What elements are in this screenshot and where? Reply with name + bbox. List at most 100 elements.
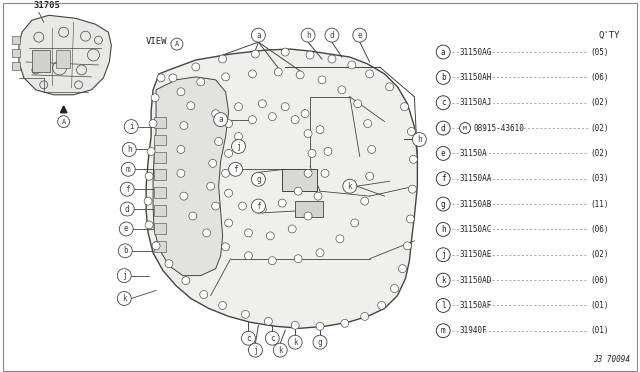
Circle shape	[248, 116, 257, 124]
FancyBboxPatch shape	[154, 169, 166, 180]
Circle shape	[180, 192, 188, 200]
Circle shape	[273, 343, 287, 357]
FancyBboxPatch shape	[295, 201, 323, 217]
Circle shape	[316, 322, 324, 330]
Circle shape	[212, 202, 220, 210]
Circle shape	[266, 331, 279, 345]
Circle shape	[232, 140, 246, 153]
Circle shape	[151, 94, 159, 102]
Circle shape	[241, 331, 255, 345]
Text: 31940F: 31940F	[459, 326, 487, 335]
Circle shape	[225, 189, 232, 197]
Text: k: k	[441, 276, 445, 285]
Circle shape	[234, 132, 243, 141]
Circle shape	[241, 310, 250, 318]
Text: 31150AE: 31150AE	[459, 250, 492, 259]
Polygon shape	[19, 15, 111, 95]
Circle shape	[436, 172, 450, 186]
Circle shape	[436, 197, 450, 211]
Circle shape	[219, 301, 227, 310]
Circle shape	[225, 219, 232, 227]
Circle shape	[436, 248, 450, 262]
Text: 31150AH: 31150AH	[459, 73, 492, 82]
Text: J3 70094: J3 70094	[593, 355, 630, 364]
Polygon shape	[146, 49, 417, 328]
Circle shape	[259, 205, 266, 213]
Circle shape	[221, 169, 230, 177]
Circle shape	[207, 182, 214, 190]
Circle shape	[353, 28, 367, 42]
Circle shape	[351, 219, 359, 227]
Circle shape	[149, 120, 157, 128]
Circle shape	[408, 128, 415, 135]
Circle shape	[365, 70, 374, 78]
Circle shape	[252, 199, 266, 213]
Text: A: A	[175, 41, 179, 47]
Circle shape	[180, 122, 188, 129]
Circle shape	[259, 100, 266, 108]
Circle shape	[182, 277, 190, 285]
Circle shape	[118, 244, 132, 258]
Text: (01): (01)	[590, 326, 609, 335]
Circle shape	[177, 145, 185, 153]
Circle shape	[436, 273, 450, 287]
Circle shape	[248, 70, 257, 78]
Circle shape	[288, 335, 302, 349]
Text: d: d	[330, 31, 334, 40]
Circle shape	[294, 187, 302, 195]
Text: g: g	[441, 200, 445, 209]
Text: l: l	[441, 301, 445, 310]
Circle shape	[145, 221, 153, 229]
Circle shape	[120, 182, 134, 196]
Circle shape	[281, 48, 289, 56]
Circle shape	[316, 249, 324, 257]
Circle shape	[117, 292, 131, 305]
Circle shape	[401, 103, 408, 111]
Circle shape	[368, 145, 376, 153]
Circle shape	[336, 235, 344, 243]
Circle shape	[304, 129, 312, 138]
Circle shape	[189, 212, 196, 220]
FancyBboxPatch shape	[154, 187, 166, 198]
Text: 31705: 31705	[34, 1, 61, 10]
Circle shape	[361, 197, 369, 205]
Text: h: h	[417, 135, 422, 144]
Circle shape	[171, 38, 183, 50]
Circle shape	[364, 120, 372, 128]
Text: (02): (02)	[590, 124, 609, 132]
Circle shape	[169, 74, 177, 82]
Circle shape	[354, 100, 362, 108]
FancyBboxPatch shape	[154, 153, 166, 163]
Text: g: g	[317, 338, 323, 347]
Text: 31150AG: 31150AG	[459, 48, 492, 57]
Text: j: j	[122, 271, 127, 280]
Text: d: d	[125, 205, 129, 214]
Text: (05): (05)	[590, 48, 609, 57]
Text: m: m	[441, 326, 445, 335]
Circle shape	[338, 86, 346, 94]
Circle shape	[436, 324, 450, 338]
Text: (03): (03)	[590, 174, 609, 183]
FancyBboxPatch shape	[154, 205, 166, 216]
Circle shape	[313, 335, 327, 349]
Circle shape	[304, 169, 312, 177]
Circle shape	[291, 116, 299, 124]
Text: a: a	[441, 48, 445, 57]
Text: M: M	[463, 126, 467, 131]
Circle shape	[410, 155, 417, 163]
Circle shape	[361, 312, 369, 320]
Circle shape	[275, 68, 282, 76]
Text: e: e	[441, 149, 445, 158]
Circle shape	[264, 317, 272, 325]
Circle shape	[212, 110, 220, 118]
Circle shape	[412, 132, 426, 147]
Circle shape	[177, 169, 185, 177]
Circle shape	[58, 116, 70, 128]
Text: i: i	[129, 122, 134, 131]
Text: f: f	[441, 174, 445, 183]
Text: g: g	[256, 175, 260, 184]
Circle shape	[385, 83, 394, 91]
Circle shape	[121, 162, 135, 176]
Text: (11): (11)	[590, 200, 609, 209]
Circle shape	[122, 142, 136, 156]
